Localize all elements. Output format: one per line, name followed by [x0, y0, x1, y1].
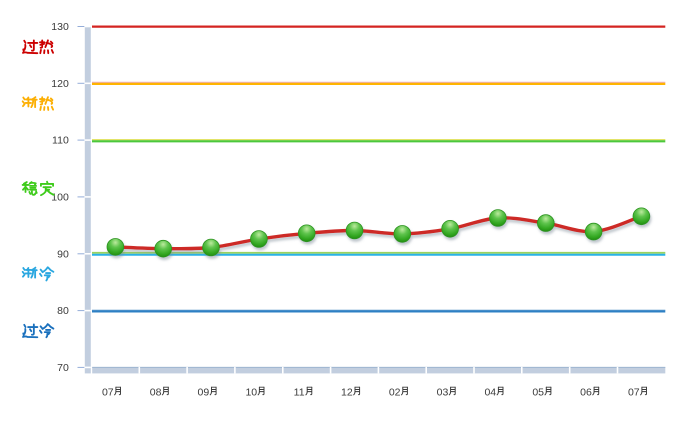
svg-text:100: 100 — [51, 191, 69, 203]
svg-text:02: 02 — [389, 386, 401, 398]
svg-text:03: 03 — [437, 386, 449, 398]
svg-text:04: 04 — [484, 386, 496, 398]
svg-text:120: 120 — [51, 78, 69, 90]
svg-text:11: 11 — [294, 386, 305, 398]
svg-text:110: 110 — [52, 135, 69, 147]
svg-text:09: 09 — [198, 386, 210, 398]
svg-text:80: 80 — [57, 305, 69, 317]
svg-text:06: 06 — [580, 386, 592, 398]
svg-text:07: 07 — [628, 386, 640, 398]
svg-text:90: 90 — [57, 248, 69, 260]
svg-text:70: 70 — [57, 362, 69, 374]
svg-text:130: 130 — [51, 21, 69, 33]
svg-text:07: 07 — [102, 386, 114, 398]
svg-text:12: 12 — [341, 386, 353, 398]
svg-text:08: 08 — [150, 386, 162, 398]
svg-text:05: 05 — [532, 386, 544, 398]
svg-text:10: 10 — [245, 386, 257, 398]
